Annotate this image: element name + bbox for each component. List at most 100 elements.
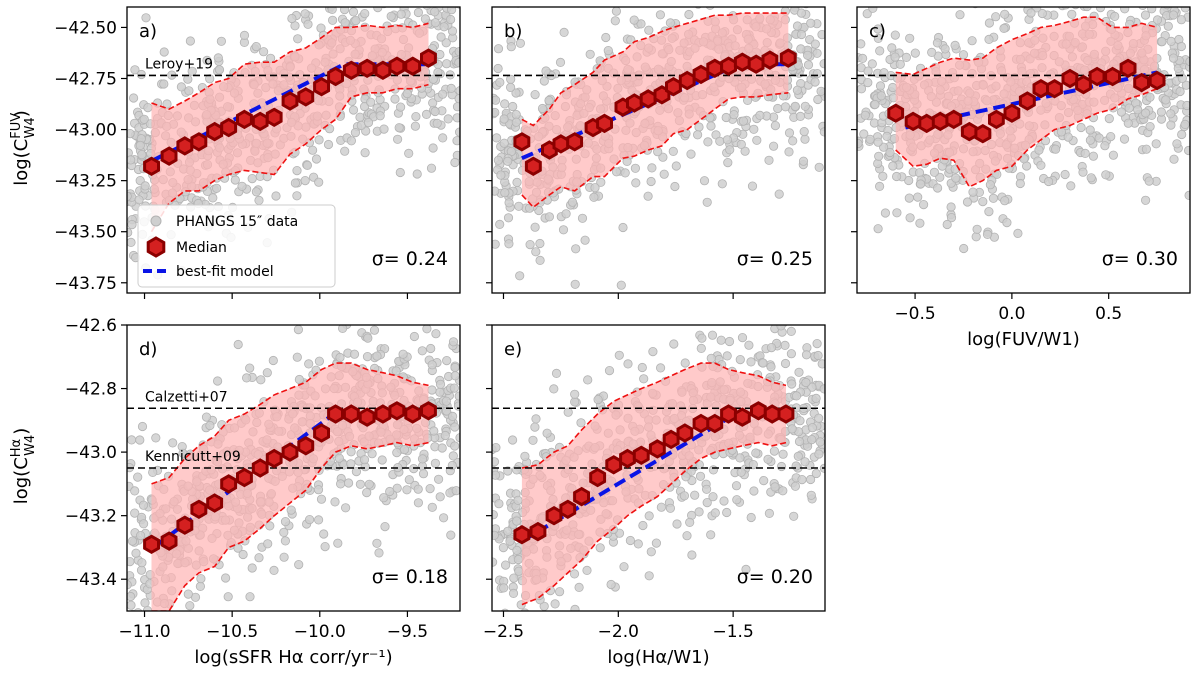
scatter-point <box>300 9 310 19</box>
x-axis-label: log(FUV/W1) <box>967 329 1080 350</box>
median-marker <box>750 401 767 421</box>
median-marker <box>313 76 330 97</box>
scatter-point <box>439 22 449 32</box>
scatter-point <box>819 59 825 69</box>
scatter-point <box>590 183 600 193</box>
scatter-point <box>887 43 897 53</box>
scatter-point <box>450 441 460 451</box>
scatter-point <box>454 57 460 68</box>
scatter-point <box>885 147 895 158</box>
axes-frame <box>856 6 1191 294</box>
scatter-point <box>707 330 718 340</box>
scatter-point <box>258 47 269 57</box>
scatter-point <box>495 77 505 88</box>
scatter-point <box>875 46 885 56</box>
scatter-point <box>1140 10 1151 20</box>
scatter-point <box>303 19 313 29</box>
scatter-point <box>554 587 565 597</box>
median-marker <box>297 436 315 456</box>
scatter-point <box>1015 178 1025 189</box>
scatter-point <box>563 407 573 417</box>
scatter-point <box>789 511 799 521</box>
scatter-point <box>402 89 412 99</box>
scatter-point <box>422 7 432 10</box>
scatter-point <box>492 239 500 249</box>
scatter-point <box>427 502 437 512</box>
scatter-point <box>247 563 257 573</box>
scatter-point <box>443 114 453 124</box>
median-marker <box>265 448 283 469</box>
median-marker <box>988 109 1005 130</box>
scatter-point <box>589 192 599 202</box>
scatter-point <box>300 176 310 186</box>
scatter-point <box>1177 129 1187 140</box>
scatter-point <box>127 600 136 610</box>
scatter-point <box>665 503 676 513</box>
scatter-point <box>441 396 451 406</box>
scatter-point <box>223 592 233 602</box>
scatter-point <box>1106 132 1116 142</box>
scatter-point <box>355 479 365 489</box>
panel-letter: e) <box>504 339 522 360</box>
scatter-point <box>741 285 749 293</box>
scatter-point <box>631 178 641 188</box>
scatter-point <box>314 135 324 145</box>
scatter-point <box>788 136 798 146</box>
scatter-point <box>814 162 824 172</box>
scatter-point <box>503 466 513 476</box>
y-tick-label: −42.6 <box>65 316 117 336</box>
scatter-point <box>636 19 646 29</box>
sigma-label: σ= 0.24 <box>372 248 448 270</box>
scatter-point <box>1108 150 1119 160</box>
scatter-point <box>528 435 538 445</box>
median-marker <box>605 455 623 475</box>
scatter-point <box>1161 95 1171 105</box>
scatter-point <box>314 356 324 366</box>
scatter-point <box>571 244 581 254</box>
scatter-point <box>780 102 791 112</box>
median-marker <box>887 103 905 123</box>
median-marker <box>1104 66 1121 87</box>
scatter-point <box>493 63 503 74</box>
scatter-point <box>374 548 384 558</box>
scatter-point <box>435 387 445 397</box>
scatter-point <box>511 117 521 127</box>
scatter-point <box>913 192 923 202</box>
scatter-point <box>1168 10 1179 20</box>
scatter-point <box>644 25 654 35</box>
scatter-point <box>135 435 145 445</box>
scatter-point <box>304 514 315 525</box>
scatter-point <box>438 513 449 523</box>
scatter-point <box>509 654 517 662</box>
scatter-point <box>137 150 147 160</box>
scatter-point <box>863 78 873 88</box>
scatter-point <box>143 103 153 113</box>
x-tick-label: −1.5 <box>712 622 753 642</box>
scatter-point <box>293 34 303 44</box>
scatter-point <box>999 23 1009 34</box>
scatter-point <box>140 598 150 608</box>
scatter-point <box>393 0 401 4</box>
scatter-point <box>1145 92 1155 102</box>
scatter-point <box>399 444 410 455</box>
scatter-point <box>813 350 823 361</box>
scatter-point <box>492 457 500 467</box>
scatter-point <box>430 458 440 468</box>
scatter-point <box>790 101 800 111</box>
scatter-point <box>369 325 380 335</box>
scatter-point <box>646 176 656 187</box>
scatter-point <box>801 377 811 388</box>
scatter-point <box>426 343 436 354</box>
scatter-point <box>362 351 373 362</box>
scatter-point <box>362 487 372 498</box>
scatter-point <box>582 565 592 576</box>
scatter-point <box>348 105 359 115</box>
scatter-point <box>1175 86 1185 97</box>
scatter-point <box>269 565 279 576</box>
scatter-point <box>333 538 343 548</box>
scatter-point <box>1172 139 1182 149</box>
scatter-point <box>133 472 143 482</box>
scatter-point <box>254 553 264 563</box>
scatter-point <box>432 118 442 129</box>
scatter-point <box>549 384 559 394</box>
